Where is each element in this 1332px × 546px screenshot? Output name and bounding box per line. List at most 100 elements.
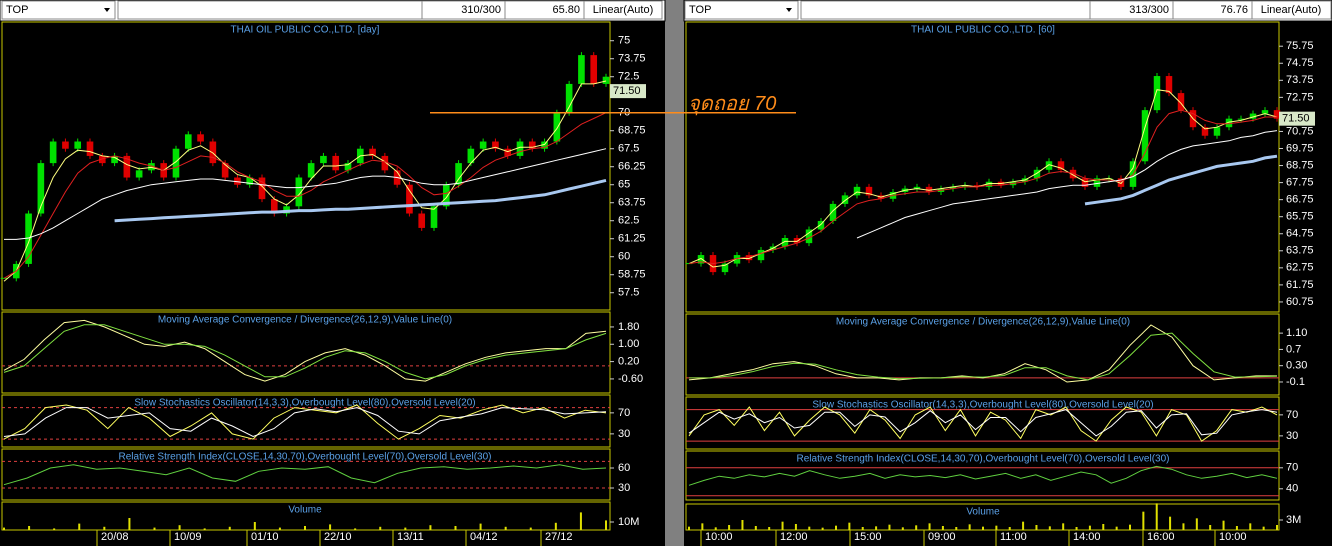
panel-title: Volume <box>966 507 1000 518</box>
toolbar-left: TOP 310/300 65.80 Linear(Auto) <box>0 0 666 22</box>
symbol-dropdown[interactable] <box>684 0 799 20</box>
bar-count: 313/300 <box>1129 4 1169 16</box>
volume-bar <box>901 527 904 530</box>
volume-bar <box>554 522 557 530</box>
volume-bar <box>1115 526 1118 530</box>
series-line <box>688 324 1277 383</box>
volume-bar <box>955 527 958 530</box>
y-tick-label: 75.75 <box>1286 40 1314 52</box>
candle-body <box>111 155 118 164</box>
y-tick-label: 0.20 <box>618 356 639 368</box>
y-tick-label: 72.5 <box>618 71 639 83</box>
candle-body <box>913 186 921 189</box>
scale-mode[interactable] <box>583 0 663 20</box>
panel-title: THAI OIL PUBLIC CO.,LTD. [day] <box>231 25 380 36</box>
candle-body <box>406 184 413 214</box>
panel-border <box>685 21 1280 313</box>
y-tick-label: 58.75 <box>618 269 646 281</box>
last-price-label: 71.50 <box>1282 113 1310 125</box>
candle-body <box>528 141 536 149</box>
scale-mode-text: Linear(Auto) <box>593 4 654 16</box>
x-tick-label: 04/12 <box>470 531 498 543</box>
candle-body <box>853 186 861 196</box>
series-line <box>3 407 607 438</box>
candle-body <box>961 185 969 187</box>
volume-bar <box>915 525 918 530</box>
volume-bar <box>454 526 457 530</box>
panel-border <box>1 311 611 394</box>
candle-body <box>1237 118 1245 120</box>
volume-bar <box>203 528 206 530</box>
toolbar-right: TOP 313/300 76.76 Linear(Auto) <box>683 0 1332 22</box>
y-tick-label: 65 <box>618 179 630 191</box>
candle-body <box>332 155 340 171</box>
candle-body <box>1069 169 1077 179</box>
symbol-dropdown[interactable] <box>1 0 116 20</box>
candle-body <box>1201 127 1209 136</box>
y-tick-label: 67.5 <box>618 143 639 155</box>
volume-bar <box>278 527 281 530</box>
scale-mode-text: Linear(Auto) <box>1261 4 1322 16</box>
x-tick-label: 15:00 <box>854 531 882 543</box>
y-tick-label: 72.75 <box>1286 91 1314 103</box>
volume-bar <box>808 526 811 530</box>
dropdown-arrow <box>104 8 110 12</box>
y-tick-label: 61.75 <box>1286 279 1314 291</box>
volume-bar <box>821 527 824 530</box>
y-tick-label: 3M <box>1286 514 1301 526</box>
volume-bar <box>1022 521 1025 530</box>
y-tick-label: 63.75 <box>618 197 646 209</box>
y-tick-label: 63.75 <box>1286 245 1314 257</box>
candle-body <box>430 206 438 228</box>
x-tick-label: 11:00 <box>1000 531 1027 543</box>
y-tick-label: 0.30 <box>1286 360 1307 372</box>
volume-bar <box>329 524 332 530</box>
volume-bar <box>429 525 432 530</box>
candle-body <box>1261 110 1269 114</box>
price: 76.76 <box>1220 4 1248 16</box>
pane-splitter[interactable] <box>665 0 684 546</box>
scale-mode[interactable] <box>1251 0 1332 20</box>
panel-title: Relative Strength Index(CLOSE,14,30,70),… <box>797 454 1170 465</box>
candle-body <box>37 163 45 214</box>
volume-bar <box>1142 511 1145 530</box>
candle-body <box>781 238 789 247</box>
candle-body <box>1213 127 1221 136</box>
candle-body <box>418 213 426 228</box>
candle-body <box>504 148 512 156</box>
candle-body <box>1141 110 1149 162</box>
candle-body <box>135 170 143 178</box>
last-price-box <box>1279 111 1315 126</box>
last-price-box <box>610 84 646 99</box>
candle-body <box>49 141 57 164</box>
x-tick-label: 12:00 <box>780 531 808 543</box>
y-tick-label: -0.1 <box>1286 376 1305 388</box>
y-tick-label: 73.75 <box>1286 74 1314 86</box>
panel-title: Slow Stochastics Oscillator(14,3,3),Over… <box>812 400 1153 411</box>
volume-bar <box>928 523 931 530</box>
volume-bar <box>1102 524 1105 530</box>
volume-bar <box>728 525 731 530</box>
y-tick-label: 10M <box>618 516 639 528</box>
panel-border <box>1 21 611 311</box>
candle-body <box>1273 110 1281 119</box>
volume-bar <box>504 526 507 530</box>
y-tick-label: 68.75 <box>1286 159 1314 171</box>
candle-body <box>74 141 82 149</box>
volume-bar <box>968 524 971 530</box>
x-tick-label: 10:00 <box>1219 531 1247 543</box>
candle-body <box>455 163 462 185</box>
candle-body <box>697 255 705 264</box>
symbol: TOP <box>6 4 28 16</box>
y-tick-label: 70 <box>618 407 630 419</box>
x-tick-label: 10:00 <box>705 531 733 543</box>
y-tick-label: 69.75 <box>1286 142 1314 154</box>
volume-bar <box>178 525 181 530</box>
y-tick-label: 65.75 <box>1286 211 1314 223</box>
panel-title: THAI OIL PUBLIC CO.,LTD. [60] <box>911 25 1055 36</box>
y-tick-label: 30 <box>618 482 630 494</box>
candle-body <box>1225 118 1233 128</box>
symbol: TOP <box>689 4 711 16</box>
y-tick-label: 30 <box>618 428 630 440</box>
